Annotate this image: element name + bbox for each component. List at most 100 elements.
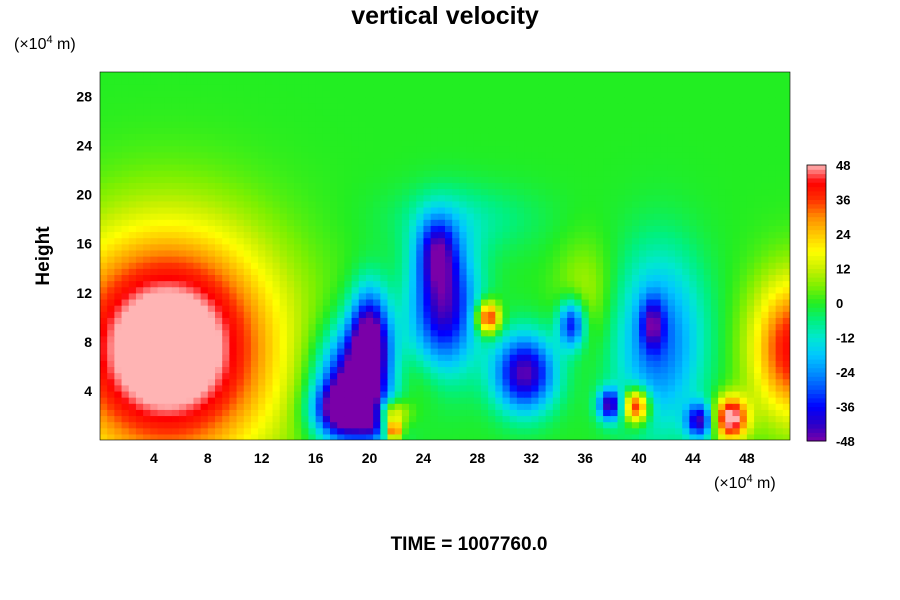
heatmap-cell (171, 262, 180, 269)
heatmap-cell (272, 274, 281, 282)
heatmap-cell (703, 311, 712, 318)
heatmap-cell (250, 237, 259, 245)
heatmap-cell (200, 145, 209, 153)
heatmap-cell (667, 390, 676, 398)
heatmap-cell (351, 164, 360, 171)
heatmap-cell (552, 292, 561, 300)
heatmap-cell (265, 249, 274, 257)
heatmap-cell (739, 298, 748, 306)
heatmap-cell (488, 390, 496, 398)
heatmap-cell (207, 317, 216, 325)
heatmap-cell (344, 433, 353, 440)
heatmap-cell (725, 415, 734, 423)
heatmap-cell (107, 151, 115, 159)
heatmap-cell (710, 280, 719, 288)
heatmap-cell (358, 243, 367, 251)
heatmap-cell (502, 133, 511, 141)
heatmap-cell (236, 341, 245, 349)
heatmap-cell (164, 390, 173, 398)
heatmap-cell (574, 256, 583, 263)
heatmap-cell (675, 256, 683, 263)
heatmap-cell (718, 225, 726, 233)
heatmap-cell (646, 243, 655, 251)
heatmap-cell (653, 384, 662, 392)
heatmap-cell (768, 427, 777, 435)
heatmap-cell (401, 335, 410, 343)
heatmap-cell (351, 421, 360, 429)
heatmap-cell (696, 390, 705, 398)
heatmap-cell (358, 341, 367, 349)
heatmap-cell (624, 127, 633, 134)
heatmap-cell (545, 329, 554, 337)
heatmap-cell (775, 415, 784, 423)
heatmap-cell (171, 188, 180, 196)
heatmap-cell (603, 157, 611, 165)
heatmap-cell (164, 397, 173, 404)
heatmap-cell (509, 121, 518, 128)
heatmap-cell (308, 311, 317, 318)
heatmap-cell (322, 231, 331, 239)
heatmap-cell (782, 286, 790, 294)
heatmap-cell (574, 360, 583, 367)
heatmap-cell (452, 409, 460, 417)
heatmap-cell (207, 219, 216, 226)
heatmap-cell (315, 415, 324, 423)
heatmap-cell (660, 121, 669, 128)
heatmap-cell (358, 372, 367, 380)
heatmap-cell (157, 329, 166, 337)
heatmap-cell (430, 348, 439, 355)
heatmap-cell (157, 403, 166, 410)
heatmap-cell (135, 133, 144, 141)
heatmap-cell (128, 237, 137, 245)
heatmap-cell (653, 298, 662, 306)
heatmap-cell (739, 305, 748, 312)
heatmap-cell (308, 323, 317, 331)
heatmap-cell (610, 237, 619, 245)
heatmap-cell (286, 262, 295, 269)
heatmap-cell (509, 323, 518, 331)
heatmap-cell (222, 433, 230, 440)
heatmap-cell (143, 188, 151, 196)
heatmap-cell (322, 206, 331, 214)
heatmap-cell (279, 256, 288, 263)
heatmap-cell (358, 164, 367, 171)
heatmap-cell (135, 249, 144, 257)
heatmap-cell (121, 268, 130, 275)
heatmap-cell (186, 194, 195, 202)
heatmap-cell (265, 415, 274, 423)
heatmap-cell (452, 360, 460, 367)
heatmap-cell (416, 397, 425, 404)
heatmap-cell (588, 384, 597, 392)
heatmap-cell (516, 127, 525, 134)
heatmap-cell (631, 219, 640, 226)
heatmap-cell (337, 164, 345, 171)
heatmap-cell (258, 133, 266, 141)
heatmap-cell (631, 133, 640, 141)
heatmap-cell (121, 311, 130, 318)
heatmap-cell (107, 268, 115, 275)
heatmap-cell (509, 384, 518, 392)
heatmap-cell (754, 384, 762, 392)
heatmap-cell (488, 225, 496, 233)
heatmap-cell (272, 164, 281, 171)
heatmap-cell (782, 317, 790, 325)
heatmap-cell (358, 292, 367, 300)
heatmap-cell (186, 427, 195, 435)
heatmap-cell (207, 427, 216, 435)
heatmap-cell (710, 243, 719, 251)
heatmap-cell (394, 280, 403, 288)
heatmap-cell (215, 427, 223, 435)
heatmap-cell (574, 170, 583, 177)
heatmap-cell (516, 354, 525, 361)
heatmap-cell (171, 409, 180, 417)
heatmap-cell (452, 151, 460, 159)
heatmap-cell (480, 354, 489, 361)
heatmap-cell (725, 280, 734, 288)
heatmap-cell (286, 409, 295, 417)
heatmap-cell (495, 249, 504, 257)
heatmap-cell (445, 317, 453, 325)
heatmap-cell (179, 194, 187, 202)
heatmap-cell (603, 256, 611, 263)
heatmap-cell (236, 403, 245, 410)
heatmap-cell (761, 256, 770, 263)
